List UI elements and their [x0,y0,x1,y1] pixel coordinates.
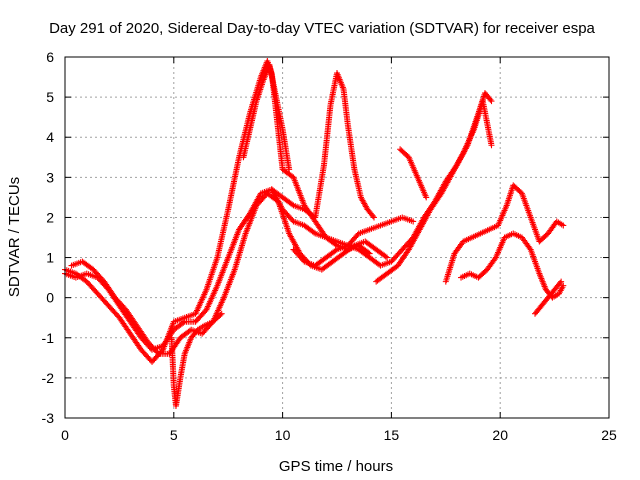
data-point-fill [289,201,296,208]
series-track-10 [442,182,567,285]
y-tick-label: 6 [46,49,54,65]
data-point [370,214,377,221]
y-axis-title: SDTVAR / TECUs [6,177,23,297]
y-tick-label: 4 [46,129,54,145]
y-tick-label: -2 [42,370,55,386]
data-point-fill [369,213,376,220]
data-point [560,282,567,289]
data-point-fill [180,319,187,326]
series-track-4 [168,310,225,409]
x-tick-label: 25 [601,427,617,443]
y-tick-label: 0 [46,290,54,306]
data-point-fill [300,257,307,264]
data-point-fill [289,217,296,224]
data-point [423,194,430,201]
data-point [558,278,565,285]
data-point [488,98,495,105]
data-point-fill [154,349,161,356]
data-point-fill [487,96,494,103]
series-track-12 [532,278,565,317]
data-marks [62,58,567,409]
series-track-5 [240,62,293,173]
series-track-8 [373,98,495,285]
data-point [384,254,391,261]
data-point [286,166,293,173]
axis-ticks: 0 5 10 15 20 25 -3 -2 -1 0 1 2 3 4 5 6 [42,49,617,443]
series-track-6 [268,70,377,221]
data-point-fill [354,231,361,238]
series-track-11 [458,230,567,301]
data-point [410,218,417,225]
chart-title: Day 291 of 2020, Sidereal Day-to-day VTE… [49,20,595,37]
data-point [560,222,567,229]
series-track-9 [397,146,430,201]
y-tick-label: -1 [42,330,55,346]
data-point-fill [557,279,564,286]
x-tick-label: 10 [275,427,291,443]
x-tick-label: 5 [170,427,178,443]
x-tick-label: 20 [492,427,508,443]
data-point-fill [217,311,224,318]
x-tick-label: 0 [61,427,69,443]
series-track-3 [68,190,391,357]
data-point-fill [310,229,317,236]
y-tick-label: 2 [46,209,54,225]
data-point [488,142,495,149]
plot-frame [64,56,610,419]
x-axis-title: GPS time / hours [279,458,393,475]
y-tick-label: 1 [46,250,54,266]
series-track-2 [62,186,417,353]
x-tick-label: 15 [384,427,400,443]
y-tick-label: -3 [42,410,55,426]
y-tick-label: 5 [46,89,54,105]
grid-lines [65,57,609,418]
data-point-fill [332,247,339,254]
y-tick-label: 3 [46,169,54,185]
data-point-fill [382,253,389,260]
data-point [218,310,225,317]
